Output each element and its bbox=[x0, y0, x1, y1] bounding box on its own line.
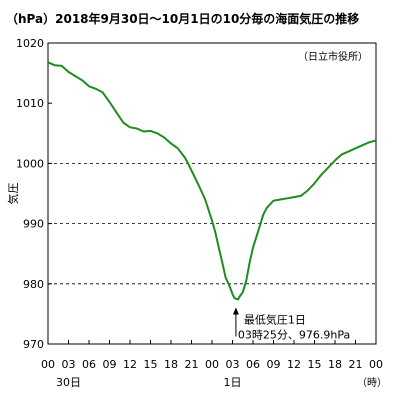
y-tick-label: 1010 bbox=[16, 97, 44, 110]
plot-area: 1020 1010 1000 990 980 970 00 03 06 09 12 15 18 21 00 0… bbox=[16, 37, 383, 389]
y-tick-label: 1000 bbox=[16, 157, 44, 170]
x-tick-label: 21 bbox=[185, 358, 199, 371]
day-label: 30日 bbox=[56, 376, 81, 389]
x-tick-label: 12 bbox=[287, 358, 301, 371]
minimum-pressure-annotation: 最低気圧1日 03時25分、976.9hPa bbox=[232, 307, 350, 341]
x-tick-label: 00 bbox=[41, 358, 55, 371]
x-tick-label: 00 bbox=[369, 358, 383, 371]
y-tick-label: 970 bbox=[23, 338, 44, 351]
x-tick-label: 06 bbox=[82, 358, 96, 371]
station-label: （日立市役所） bbox=[298, 50, 368, 63]
x-tick-label: 15 bbox=[308, 358, 322, 371]
annotation-line1: 最低気圧1日 bbox=[244, 312, 306, 326]
x-tick-label: 18 bbox=[328, 358, 342, 371]
day-label: 1日 bbox=[224, 376, 242, 389]
pressure-series-line bbox=[47, 61, 377, 301]
chart-title: （hPa）2018年9月30日～10月1日の10分毎の海面気圧の推移 bbox=[6, 11, 359, 26]
plot-frame bbox=[47, 42, 377, 345]
x-tick-label: 06 bbox=[246, 358, 260, 371]
x-tick-label: 15 bbox=[144, 358, 158, 371]
x-tick-label: 21 bbox=[349, 358, 363, 371]
x-tick-label: 09 bbox=[267, 358, 281, 371]
x-tick-label: 03 bbox=[62, 358, 76, 371]
x-tick-label: 12 bbox=[123, 358, 137, 371]
y-axis-label: 気圧 bbox=[6, 183, 20, 205]
x-tick-label: 03 bbox=[226, 358, 240, 371]
x-tick-label: 00 bbox=[205, 358, 219, 371]
y-tick-label: 1020 bbox=[16, 37, 44, 50]
x-axis-unit: （時） bbox=[357, 377, 387, 389]
y-tick-label: 990 bbox=[23, 218, 44, 231]
y-tick-label: 980 bbox=[23, 278, 44, 291]
x-tick-label: 18 bbox=[164, 358, 178, 371]
annotation-line2: 03時25分、976.9hPa bbox=[238, 328, 350, 341]
x-tick-label: 09 bbox=[103, 358, 117, 371]
annotation-arrow-head bbox=[232, 307, 239, 315]
